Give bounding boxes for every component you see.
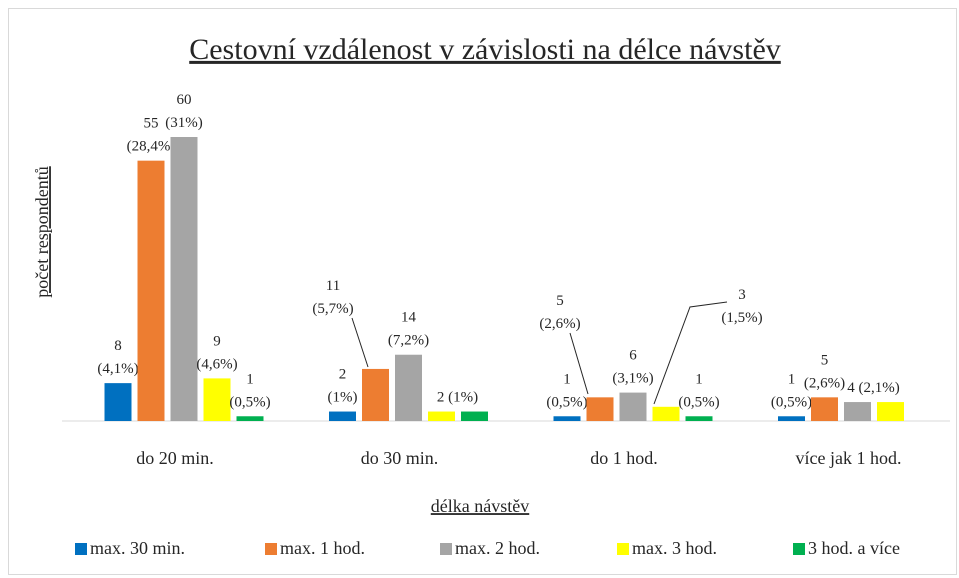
data-label: 3 (1,5%)	[721, 287, 762, 326]
legend-label: 3 hod. a více	[808, 538, 900, 558]
data-label: 2 (1%)	[437, 390, 478, 406]
data-label: 2 (1%)	[328, 367, 358, 406]
legend-swatch	[793, 543, 805, 555]
legend-swatch	[440, 543, 452, 555]
data-label: 14 (7,2%)	[388, 310, 429, 349]
bar	[685, 416, 713, 421]
bar	[619, 392, 647, 421]
bar	[170, 137, 198, 421]
bar	[844, 402, 871, 421]
data-label: 60 (31%)	[165, 92, 203, 131]
data-label: 1 (0,5%)	[771, 372, 812, 411]
data-label: 9 (4,6%)	[196, 334, 237, 373]
legend-label: max. 3 hod.	[632, 538, 717, 558]
x-tick-label: do 1 hod.	[590, 448, 658, 468]
legend-label: max. 30 min.	[90, 538, 185, 558]
x-tick-label: více jak 1 hod.	[796, 448, 902, 468]
chart-title: Cestovní vzdálenost v závislosti na délc…	[189, 33, 781, 66]
bar	[461, 411, 488, 421]
x-tick-label: do 20 min.	[136, 448, 214, 468]
data-label: 1 (0,5%)	[678, 372, 719, 411]
bar	[395, 354, 422, 421]
y-axis-title: počet respondentů	[32, 166, 52, 297]
x-axis-title: délka návstěv	[431, 496, 529, 516]
data-label: 55 (28,4%)	[127, 116, 176, 155]
x-tick-label: do 30 min.	[361, 448, 439, 468]
data-label: 6 (3,1%)	[612, 348, 653, 387]
bar	[428, 411, 455, 421]
bar	[652, 406, 680, 421]
bar	[811, 397, 838, 421]
bar	[362, 368, 389, 421]
leader-line	[569, 332, 589, 395]
bar	[877, 402, 904, 421]
legend-swatch	[265, 543, 277, 555]
bar	[104, 383, 132, 421]
data-label: 8 (4,1%)	[97, 339, 138, 378]
bar	[329, 411, 356, 421]
legend-label: max. 1 hod.	[280, 538, 365, 558]
legend-swatch	[617, 543, 629, 555]
data-label: 5 (2,6%)	[539, 293, 580, 332]
bar	[203, 378, 231, 421]
data-label: 5 (2,6%)	[804, 353, 845, 392]
data-label: 4 (2,1%)	[847, 381, 900, 397]
data-label: 1 (0,5%)	[546, 372, 587, 411]
chart-border	[8, 8, 957, 575]
bar	[236, 416, 264, 421]
bar	[137, 160, 165, 421]
data-label: 1 (0,5%)	[229, 372, 270, 411]
leader-line	[653, 301, 728, 405]
bar	[586, 397, 614, 421]
leader-line	[351, 317, 369, 368]
legend-swatch	[75, 543, 87, 555]
data-label: 11 (5,7%)	[312, 278, 353, 317]
bar	[778, 416, 805, 421]
legend-label: max. 2 hod.	[455, 538, 540, 558]
bar	[553, 416, 581, 421]
